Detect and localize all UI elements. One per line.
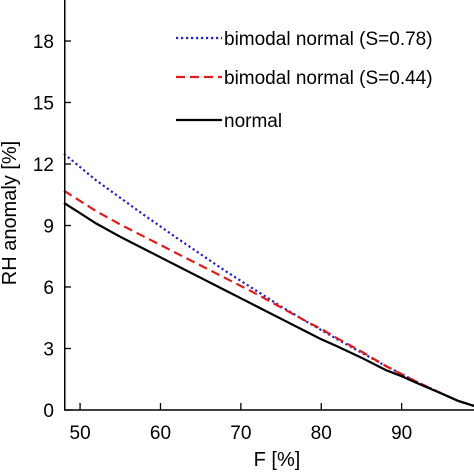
x-tick-label: 80 <box>311 423 332 444</box>
y-tick-label: 9 <box>43 217 54 238</box>
y-tick-label: 18 <box>33 32 54 53</box>
x-tick-label: 90 <box>391 423 412 444</box>
series-line-0 <box>63 152 474 407</box>
y-tick-label: 6 <box>43 278 54 299</box>
y-tick-label: 12 <box>33 155 54 176</box>
y-tick-label: 3 <box>43 340 54 361</box>
x-tick-label: 70 <box>230 423 251 444</box>
y-tick-label: 0 <box>43 401 54 422</box>
series-line-2 <box>63 201 474 407</box>
legend-label-bimodal-044: bimodal normal (S=0.44) <box>224 68 433 89</box>
plot-frame <box>64 0 474 411</box>
legend-label-normal: normal <box>224 111 282 132</box>
legend: bimodal normal (S=0.78) bimodal normal (… <box>176 29 433 132</box>
y-tick-label: 15 <box>33 94 54 115</box>
x-tick-label: 60 <box>150 423 171 444</box>
x-axis-label: F [%] <box>254 449 301 471</box>
ticks-layer: 50 60 70 80 90 0 3 6 9 12 15 18 <box>33 32 412 444</box>
series-line-1 <box>63 189 474 407</box>
x-tick-label: 50 <box>70 423 91 444</box>
legend-label-bimodal-078: bimodal normal (S=0.78) <box>224 29 433 50</box>
y-axis-label: RH anomaly [%] <box>0 141 21 286</box>
series-layer <box>63 152 474 407</box>
